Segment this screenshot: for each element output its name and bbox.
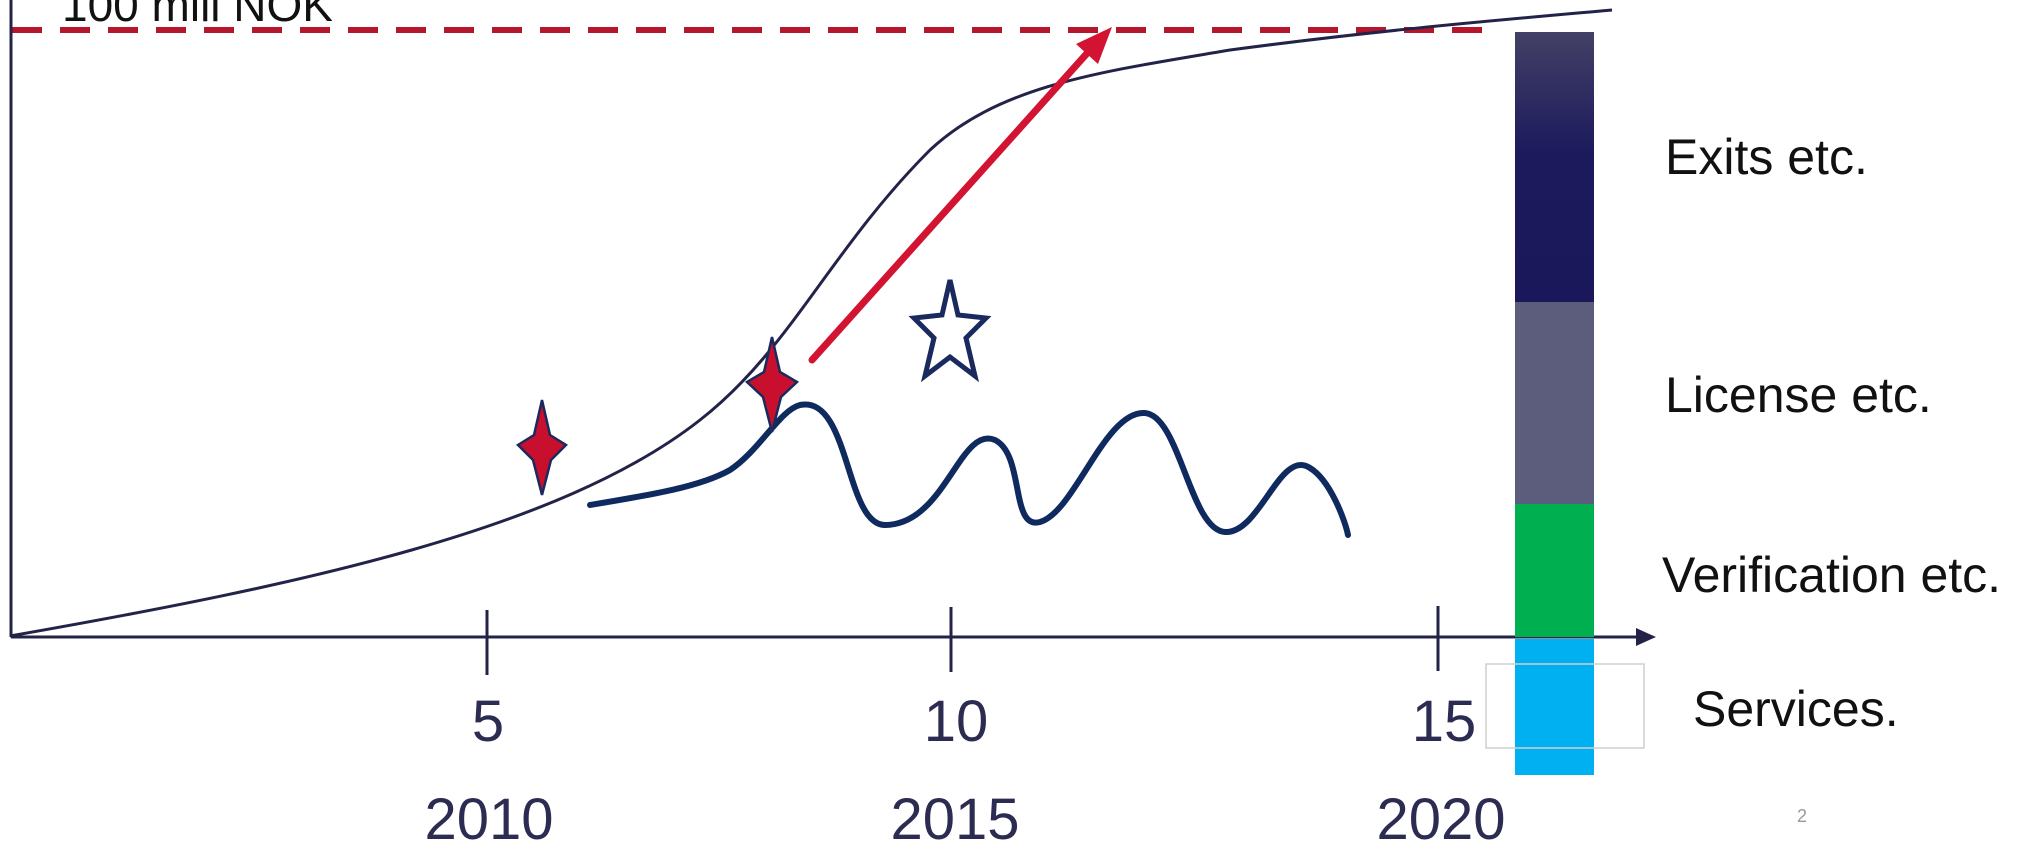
segment-label-verification: Verification etc. (1662, 547, 2002, 603)
year-label-2020: 2020 (1376, 787, 1506, 852)
fluctuating-revenue-line (587, 401, 1351, 538)
page-number: 2 (1797, 806, 1808, 826)
x-tick-label-10: 10 (923, 689, 989, 754)
x-tick-label-15: 15 (1411, 689, 1477, 754)
milestone-star-1 (516, 399, 568, 496)
stack-segment-exits (1515, 32, 1594, 302)
services-placeholder-box (1485, 663, 1645, 749)
target-line-label: 100 mill NOK (62, 0, 333, 31)
x-axis-arrowhead (1636, 628, 1656, 646)
stack-segment-verification (1515, 504, 1594, 637)
year-label-2010: 2010 (424, 787, 554, 852)
segment-label-license: License etc. (1665, 367, 1932, 423)
year-label-2015: 2015 (890, 787, 1020, 852)
future-milestone-star (908, 279, 992, 383)
growth-arrow-head (1076, 27, 1112, 64)
segment-label-exits: Exits etc. (1665, 129, 1868, 185)
segment-label-services: Services. (1693, 681, 1899, 737)
growth-arrow-shaft (808, 46, 1094, 364)
stack-segment-license (1515, 302, 1594, 504)
x-tick-label-5: 5 (471, 689, 505, 754)
growth-s-curve (9, 8, 1613, 638)
stack-segment-services (1515, 639, 1594, 775)
milestone-star-2 (744, 336, 800, 433)
